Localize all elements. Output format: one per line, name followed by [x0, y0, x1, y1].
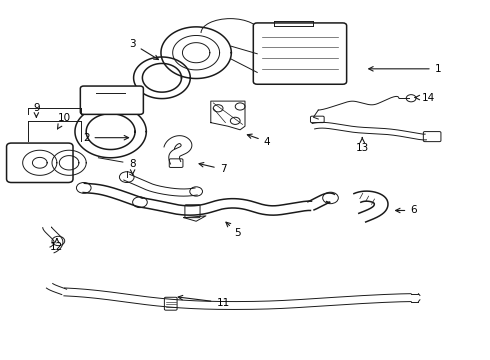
Circle shape	[52, 236, 65, 246]
Text: 1: 1	[369, 64, 441, 74]
FancyBboxPatch shape	[281, 33, 302, 48]
Circle shape	[213, 105, 223, 112]
FancyBboxPatch shape	[80, 86, 144, 114]
Text: 10: 10	[57, 113, 71, 129]
FancyBboxPatch shape	[253, 23, 346, 84]
Circle shape	[230, 117, 240, 125]
Text: 6: 6	[395, 206, 417, 216]
Circle shape	[235, 103, 245, 110]
FancyBboxPatch shape	[185, 205, 200, 218]
Circle shape	[133, 197, 147, 208]
Text: 5: 5	[226, 222, 241, 238]
Text: 9: 9	[33, 103, 40, 117]
Circle shape	[323, 192, 338, 204]
FancyBboxPatch shape	[423, 132, 441, 141]
Circle shape	[190, 187, 202, 196]
FancyBboxPatch shape	[6, 143, 73, 183]
FancyBboxPatch shape	[311, 116, 324, 123]
Text: 4: 4	[247, 134, 270, 147]
Text: 12: 12	[50, 239, 64, 252]
Circle shape	[120, 172, 134, 183]
FancyBboxPatch shape	[164, 297, 177, 310]
Text: 14: 14	[415, 93, 435, 103]
Text: 3: 3	[129, 39, 158, 59]
Text: 8: 8	[129, 159, 136, 175]
Text: 7: 7	[199, 162, 226, 174]
Circle shape	[76, 183, 91, 193]
Text: 2: 2	[83, 133, 128, 143]
Circle shape	[406, 95, 416, 102]
FancyBboxPatch shape	[169, 159, 183, 167]
Text: 13: 13	[356, 138, 369, 153]
Text: 11: 11	[178, 296, 230, 308]
